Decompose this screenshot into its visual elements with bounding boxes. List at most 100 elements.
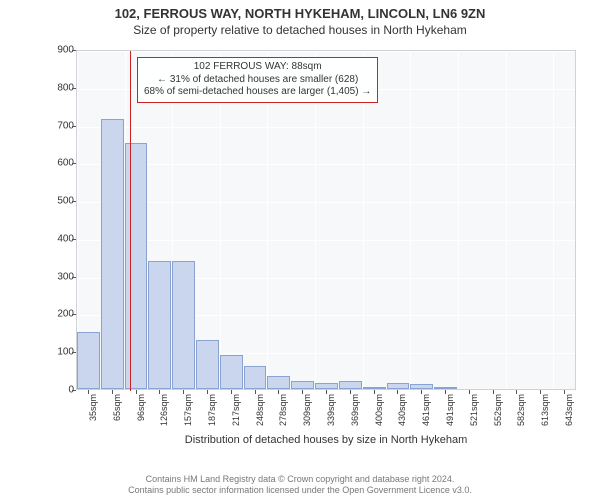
property-marker-line — [130, 51, 131, 391]
annot-line-2: ← 31% of detached houses are smaller (62… — [144, 74, 371, 87]
y-tick-mark — [72, 201, 76, 202]
gridline-h — [77, 164, 575, 165]
gridline-h — [77, 240, 575, 241]
x-tick-mark — [445, 390, 446, 394]
x-tick-label: 461sqm — [421, 394, 431, 426]
annot-line-3: 68% of semi-detached houses are larger (… — [144, 86, 371, 99]
x-tick-mark — [183, 390, 184, 394]
histogram-bar — [363, 387, 386, 389]
x-tick-label: 339sqm — [326, 394, 336, 426]
x-tick-mark — [159, 390, 160, 394]
gridline-h — [77, 202, 575, 203]
histogram-bar — [172, 261, 195, 389]
x-tick-label: 126sqm — [159, 394, 169, 426]
property-annotation-box: 102 FERROUS WAY: 88sqm← 31% of detached … — [137, 57, 378, 103]
y-tick-mark — [72, 50, 76, 51]
x-tick-label: 552sqm — [493, 394, 503, 426]
histogram-bar — [101, 119, 124, 389]
gridline-v — [458, 51, 459, 389]
histogram-bar — [339, 381, 362, 389]
x-tick-mark — [540, 390, 541, 394]
x-tick-label: 309sqm — [302, 394, 312, 426]
histogram-bar — [315, 383, 338, 389]
x-tick-label: 369sqm — [350, 394, 360, 426]
histogram-bar — [77, 332, 100, 389]
x-tick-mark — [326, 390, 327, 394]
gridline-v — [553, 51, 554, 389]
plot-region: 102 FERROUS WAY: 88sqm← 31% of detached … — [76, 50, 576, 390]
x-tick-mark — [564, 390, 565, 394]
x-tick-mark — [374, 390, 375, 394]
x-tick-mark — [516, 390, 517, 394]
y-tick-mark — [72, 239, 76, 240]
gridline-h — [77, 51, 575, 52]
x-tick-mark — [350, 390, 351, 394]
histogram-bar — [387, 383, 410, 389]
x-tick-mark — [469, 390, 470, 394]
annot-line-1: 102 FERROUS WAY: 88sqm — [144, 61, 371, 74]
histogram-bar — [196, 340, 219, 389]
chart-area: Number of detached properties 102 FERROU… — [58, 50, 578, 420]
x-tick-mark — [421, 390, 422, 394]
y-tick-label: 0 — [44, 385, 74, 396]
y-tick-mark — [72, 314, 76, 315]
x-tick-label: 400sqm — [374, 394, 384, 426]
histogram-bar — [410, 384, 433, 389]
x-tick-label: 491sqm — [445, 394, 455, 426]
x-tick-mark — [136, 390, 137, 394]
histogram-bar — [125, 143, 148, 389]
histogram-bar — [220, 355, 243, 389]
x-tick-label: 65sqm — [112, 394, 122, 421]
x-tick-label: 35sqm — [88, 394, 98, 421]
x-tick-mark — [231, 390, 232, 394]
x-tick-mark — [397, 390, 398, 394]
x-tick-label: 430sqm — [397, 394, 407, 426]
y-tick-mark — [72, 126, 76, 127]
footer-attribution: Contains HM Land Registry data © Crown c… — [0, 474, 600, 496]
x-tick-label: 157sqm — [183, 394, 193, 426]
y-tick-mark — [72, 277, 76, 278]
y-tick-label: 400 — [44, 233, 74, 244]
histogram-bar — [434, 387, 457, 389]
x-tick-mark — [207, 390, 208, 394]
y-tick-label: 200 — [44, 309, 74, 320]
gridline-v — [410, 51, 411, 389]
title-block: 102, FERROUS WAY, NORTH HYKEHAM, LINCOLN… — [0, 0, 600, 37]
x-tick-mark — [112, 390, 113, 394]
x-tick-label: 521sqm — [469, 394, 479, 426]
y-tick-label: 300 — [44, 271, 74, 282]
histogram-bar — [244, 366, 267, 389]
y-tick-label: 600 — [44, 158, 74, 169]
y-tick-mark — [72, 163, 76, 164]
x-tick-label: 278sqm — [278, 394, 288, 426]
x-tick-label: 643sqm — [564, 394, 574, 426]
histogram-bar — [291, 381, 314, 389]
x-tick-label: 96sqm — [136, 394, 146, 421]
y-tick-mark — [72, 390, 76, 391]
y-tick-mark — [72, 352, 76, 353]
x-tick-mark — [88, 390, 89, 394]
x-tick-mark — [493, 390, 494, 394]
x-tick-mark — [302, 390, 303, 394]
x-tick-mark — [278, 390, 279, 394]
x-tick-label: 582sqm — [516, 394, 526, 426]
x-tick-label: 217sqm — [231, 394, 241, 426]
page-title: 102, FERROUS WAY, NORTH HYKEHAM, LINCOLN… — [0, 6, 600, 21]
footer-line-2: Contains public sector information licen… — [0, 485, 600, 496]
footer-line-1: Contains HM Land Registry data © Crown c… — [0, 474, 600, 485]
y-tick-label: 700 — [44, 120, 74, 131]
y-tick-mark — [72, 88, 76, 89]
x-tick-mark — [255, 390, 256, 394]
y-tick-label: 500 — [44, 196, 74, 207]
y-tick-label: 800 — [44, 82, 74, 93]
histogram-bar — [148, 261, 171, 389]
histogram-bar — [267, 376, 290, 389]
y-tick-label: 900 — [44, 45, 74, 56]
x-tick-label: 187sqm — [207, 394, 217, 426]
page-subtitle: Size of property relative to detached ho… — [0, 23, 600, 37]
gridline-h — [77, 127, 575, 128]
x-axis-label: Distribution of detached houses by size … — [76, 434, 576, 446]
x-tick-label: 613sqm — [540, 394, 550, 426]
x-tick-label: 248sqm — [255, 394, 265, 426]
gridline-v — [506, 51, 507, 389]
